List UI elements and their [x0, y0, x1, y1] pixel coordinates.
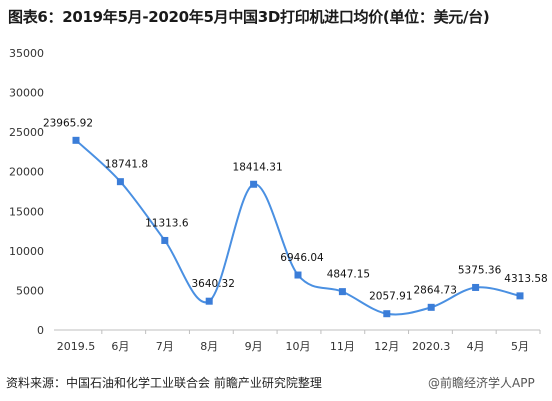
data-label: 6946.04	[280, 252, 324, 264]
x-tick-label: 9月	[245, 340, 263, 353]
data-point	[72, 136, 80, 144]
x-tick-label: 5月	[511, 340, 529, 353]
x-tick-label: 11月	[330, 340, 355, 353]
data-label: 11313.6	[145, 217, 189, 229]
data-label: 4313.58	[504, 273, 547, 285]
data-point	[161, 236, 169, 244]
y-tick-label: 10000	[9, 245, 44, 258]
data-point	[383, 310, 391, 318]
chart-title: 图表6：2019年5月-2020年5月中国3D打印机进口均价(单位：美元/台)	[8, 8, 490, 26]
data-label: 3640.32	[191, 278, 234, 290]
data-label: 18741.8	[105, 159, 148, 171]
y-tick-label: 25000	[9, 126, 44, 139]
data-point	[116, 178, 124, 186]
data-label: 2057.91	[369, 291, 412, 303]
x-tick-label: 2019.5	[57, 340, 96, 353]
x-axis: 2019.5 6月 7月 8月 9月 10月 11月 12月 2020.3 4月 5月	[57, 330, 541, 353]
y-tick-label: 35000	[9, 47, 44, 60]
data-point	[472, 283, 480, 291]
x-tick-label: 6月	[111, 340, 129, 353]
data-point	[205, 297, 213, 305]
brand-text: @前瞻经济学人APP	[428, 376, 535, 390]
y-tick-label: 0	[37, 324, 44, 337]
y-tick-label: 20000	[9, 166, 44, 179]
data-label: 2864.73	[413, 284, 456, 296]
data-point	[427, 303, 435, 311]
series-line	[75, 139, 521, 316]
y-tick-label: 30000	[9, 87, 44, 100]
data-point	[338, 288, 346, 296]
data-point	[250, 180, 258, 188]
x-tick-label: 4月	[467, 340, 485, 353]
data-point	[516, 292, 524, 300]
x-tick-label: 2020.3	[412, 340, 451, 353]
data-label: 4847.15	[327, 269, 370, 281]
source-note: 资料来源：中国石油和化学工业联合会 前瞻产业研究院整理	[6, 376, 322, 390]
data-label: 23965.92	[43, 117, 93, 129]
series-markers	[72, 136, 524, 318]
x-tick-label: 8月	[200, 340, 218, 353]
data-point	[294, 271, 302, 279]
data-label: 18414.31	[233, 161, 283, 173]
y-tick-label: 15000	[9, 205, 44, 218]
x-tick-label: 12月	[374, 340, 399, 353]
x-tick-label: 7月	[156, 340, 174, 353]
y-tick-label: 5000	[16, 284, 44, 297]
data-labels: 23965.92 18741.8 11313.6 3640.32 18414.31 694…	[43, 117, 548, 302]
data-label: 5375.36	[458, 264, 502, 276]
y-axis: 0 5000 10000 15000 20000 25000 30000 35000	[9, 47, 44, 337]
x-tick-label: 10月	[286, 340, 311, 353]
